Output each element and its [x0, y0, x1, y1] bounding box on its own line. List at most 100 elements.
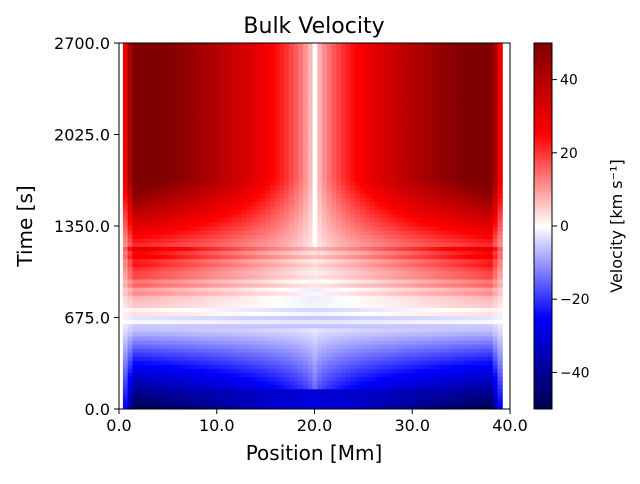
heatmap-cell: [170, 201, 176, 207]
heatmap-cell: [246, 360, 252, 365]
heatmap-cell: [473, 315, 480, 321]
heatmap-cell: [241, 331, 247, 337]
heatmap-cell: [132, 185, 138, 190]
heatmap-cell: [402, 226, 408, 231]
heatmap-cell: [468, 266, 475, 272]
heatmap-cell: [222, 299, 228, 304]
heatmap-cell: [203, 295, 209, 300]
heatmap-cell: [203, 348, 209, 353]
heatmap-cell: [151, 266, 157, 272]
heatmap-cell: [397, 177, 404, 182]
heatmap-cell: [284, 238, 290, 243]
heatmap-cell: [421, 205, 427, 211]
heatmap-cell: [435, 388, 442, 394]
heatmap-cell: [246, 270, 252, 276]
heatmap-cell: [265, 262, 271, 268]
heatmap-cell: [184, 400, 190, 406]
heatmap-cell: [184, 291, 190, 296]
heatmap-cell: [326, 270, 333, 276]
heatmap-cell: [459, 339, 465, 345]
heatmap-cell: [175, 400, 181, 406]
heatmap-cell: [416, 384, 423, 390]
heatmap-cell: [340, 348, 347, 353]
heatmap-cell: [350, 205, 356, 211]
heatmap-cell: [326, 209, 333, 215]
heatmap-cell: [435, 299, 442, 304]
heatmap-cell: [146, 177, 152, 182]
heatmap-cell: [464, 356, 470, 361]
heatmap-cell: [146, 396, 152, 402]
heatmap-cell: [364, 400, 371, 406]
heatmap-cell: [492, 242, 499, 247]
heatmap-cell: [412, 242, 418, 247]
heatmap-cell: [284, 250, 290, 256]
heatmap-cell: [322, 331, 328, 337]
heatmap-cell: [246, 165, 252, 170]
heatmap-cell: [198, 315, 205, 321]
heatmap-cell: [307, 185, 314, 190]
heatmap-cell: [269, 213, 276, 219]
heatmap-cell: [416, 181, 423, 186]
heatmap-cell: [208, 335, 214, 341]
heatmap-cell: [255, 250, 261, 256]
heatmap-cell: [459, 396, 465, 402]
heatmap-cell: [497, 282, 503, 288]
heatmap-cell: [146, 380, 152, 386]
heatmap-cell: [364, 221, 371, 227]
heatmap-cell: [189, 303, 195, 308]
heatmap-cell: [355, 400, 361, 406]
heatmap-cell: [426, 339, 432, 345]
heatmap-cell: [317, 278, 323, 284]
heatmap-cell: [146, 335, 152, 341]
heatmap-cell: [336, 315, 342, 321]
heatmap-cell: [146, 384, 152, 390]
heatmap-cell: [407, 364, 413, 369]
heatmap-cell: [137, 282, 143, 288]
heatmap-cell: [241, 372, 247, 378]
heatmap-cell: [246, 185, 252, 190]
heatmap-cell: [492, 177, 499, 182]
heatmap-cell: [231, 217, 238, 223]
heatmap-cell: [435, 348, 442, 353]
heatmap-cell: [364, 238, 371, 243]
heatmap-cell: [397, 226, 404, 231]
heatmap-cell: [146, 201, 152, 207]
heatmap-cell: [227, 352, 233, 357]
heatmap-cell: [217, 380, 224, 386]
heatmap-cell: [132, 356, 138, 361]
heatmap-cell: [217, 246, 224, 251]
heatmap-cell: [374, 372, 380, 378]
heatmap-cell: [212, 323, 219, 329]
heatmap-cell: [393, 201, 399, 207]
heatmap-cell: [170, 364, 176, 369]
heatmap-cell: [146, 266, 152, 272]
heatmap-cell: [160, 352, 167, 357]
heatmap-cell: [383, 299, 389, 304]
heatmap-cell: [369, 372, 375, 378]
heatmap-cell: [127, 404, 133, 409]
heatmap-cell: [435, 177, 442, 182]
heatmap-cell: [260, 331, 266, 337]
heatmap-cell: [217, 193, 224, 199]
heatmap-cell: [454, 189, 461, 195]
heatmap-cell: [383, 262, 389, 268]
heatmap-cell: [127, 299, 133, 304]
heatmap-cell: [156, 193, 162, 199]
heatmap-cell: [274, 156, 280, 162]
heatmap-cell: [464, 335, 470, 341]
heatmap-cell: [170, 380, 176, 386]
heatmap-cell: [331, 278, 337, 284]
heatmap-cell: [198, 213, 205, 219]
heatmap-cell: [303, 197, 309, 203]
heatmap-cell: [359, 160, 366, 166]
heatmap-cell: [217, 335, 224, 341]
heatmap-cell: [307, 372, 314, 378]
heatmap-cell: [236, 356, 243, 361]
heatmap-cell: [416, 234, 423, 239]
heatmap-cell: [250, 327, 257, 333]
heatmap-cell: [141, 234, 148, 239]
heatmap-cell: [160, 291, 167, 296]
heatmap-cell: [497, 323, 503, 329]
heatmap-cell: [378, 189, 385, 195]
heatmap-cell: [421, 238, 427, 243]
